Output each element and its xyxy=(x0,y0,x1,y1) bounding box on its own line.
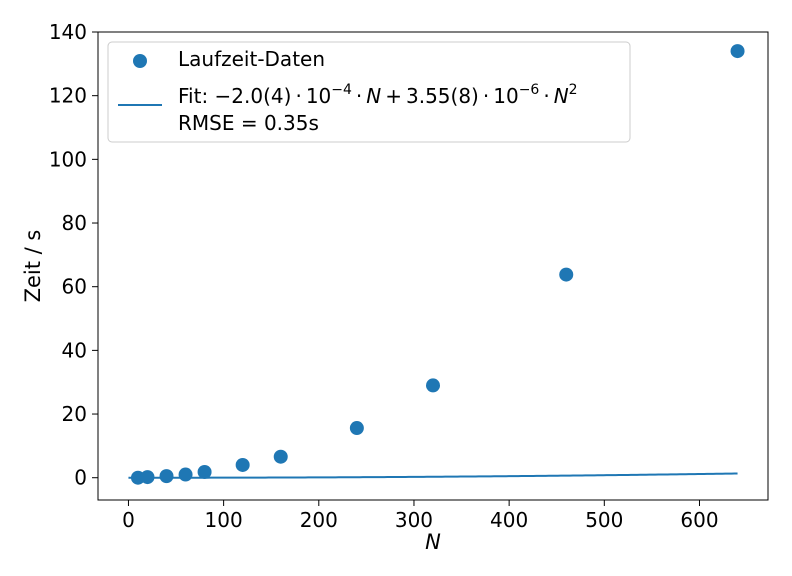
x-tick-label: 300 xyxy=(395,508,433,532)
data-point xyxy=(178,467,193,482)
x-axis-label: N xyxy=(425,530,441,554)
fit-ten-1: 10 xyxy=(306,84,331,108)
legend-marker-scatter xyxy=(133,54,147,68)
fit-var-1: N xyxy=(366,84,381,108)
y-tick-label: 140 xyxy=(49,20,87,44)
data-point xyxy=(559,267,574,282)
fit-mult-3: · xyxy=(483,84,489,108)
fit-plus: + xyxy=(385,84,402,108)
x-tick-label: 600 xyxy=(680,508,718,532)
scatter-points-layer xyxy=(130,44,745,485)
plot-frame xyxy=(97,31,769,501)
legend-box xyxy=(107,41,631,143)
x-ticks-layer: 0 100 200 300 400 500 600 xyxy=(122,500,719,532)
fit-mult-2: · xyxy=(356,84,362,108)
fit-mult-1: · xyxy=(295,84,301,108)
x-tick-label: 200 xyxy=(300,508,338,532)
y-tick-label: 60 xyxy=(62,275,87,299)
y-tick-label: 100 xyxy=(49,147,87,171)
legend-label-scatter: Laufzeit-Daten xyxy=(178,47,325,71)
fit-exp-b: −6 xyxy=(519,82,540,98)
fit-mult-4: · xyxy=(543,84,549,108)
legend: Laufzeit-Daten Fit: −2.0(4) · 10−4 · N +3.55(… xyxy=(107,41,631,143)
legend-label-rmse: RMSE = 0.35s xyxy=(178,111,319,135)
data-point xyxy=(197,464,212,479)
fit-coef-a: −2.0(4) xyxy=(215,84,292,108)
data-point xyxy=(349,421,364,436)
data-point xyxy=(426,378,440,393)
fit-exp-a: −4 xyxy=(331,82,352,98)
data-point xyxy=(140,470,155,485)
y-tick-label: 0 xyxy=(74,466,87,490)
fit-power: 2 xyxy=(569,82,578,98)
y-tick-label: 120 xyxy=(49,84,87,108)
legend-label-fit: Fit: −2.0(4) · 10−4 · N +3.55(8) · 10−6 · N2 xyxy=(178,82,578,108)
data-point xyxy=(730,44,745,59)
data-point xyxy=(273,449,288,464)
y-tick-label: 40 xyxy=(62,338,87,362)
x-tick-label: 0 xyxy=(122,508,135,532)
fit-curve-layer xyxy=(128,472,738,479)
y-tick-label: 20 xyxy=(62,402,87,426)
data-point xyxy=(235,457,250,472)
fit-curve xyxy=(128,472,738,479)
y-tick-label: 80 xyxy=(62,211,87,235)
x-tick-label: 100 xyxy=(205,508,243,532)
fit-prefix: Fit: xyxy=(178,84,215,108)
x-tick-label: 400 xyxy=(490,508,528,532)
fit-ten-2: 10 xyxy=(493,84,518,108)
x-tick-label: 500 xyxy=(585,508,623,532)
data-point xyxy=(159,469,174,484)
fit-coef-b: 3.55(8) xyxy=(406,84,479,108)
fit-var-2: N xyxy=(554,84,569,108)
y-ticks-layer: 0 20 40 60 80 100 120 140 xyxy=(49,20,98,490)
y-axis-label: Zeit / s xyxy=(21,230,45,303)
